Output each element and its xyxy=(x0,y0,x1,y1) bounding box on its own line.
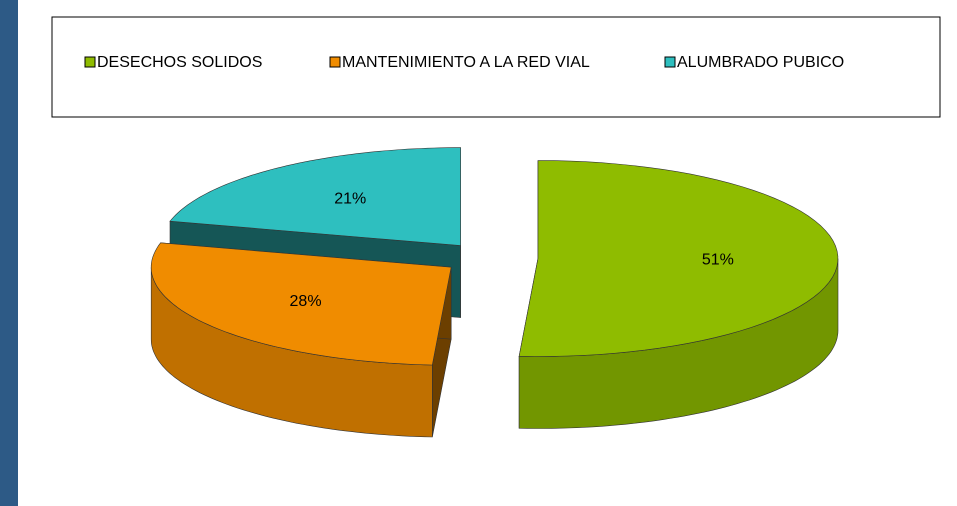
legend-swatch xyxy=(84,56,96,68)
pie-slice xyxy=(518,160,839,357)
legend-label: ALUMBRADO PUBICO xyxy=(677,54,844,71)
legend-swatch xyxy=(664,56,676,68)
pie-slice xyxy=(150,242,452,366)
data-label: 21% xyxy=(334,190,366,207)
legend-label: MANTENIMIENTO A LA RED VIAL xyxy=(342,54,590,71)
legend-box xyxy=(51,16,941,118)
pie-slice xyxy=(169,147,461,246)
data-label: 28% xyxy=(290,293,322,310)
data-label: 51% xyxy=(702,252,734,269)
legend-swatch xyxy=(329,56,341,68)
legend-label: DESECHOS SOLIDOS xyxy=(97,54,262,71)
